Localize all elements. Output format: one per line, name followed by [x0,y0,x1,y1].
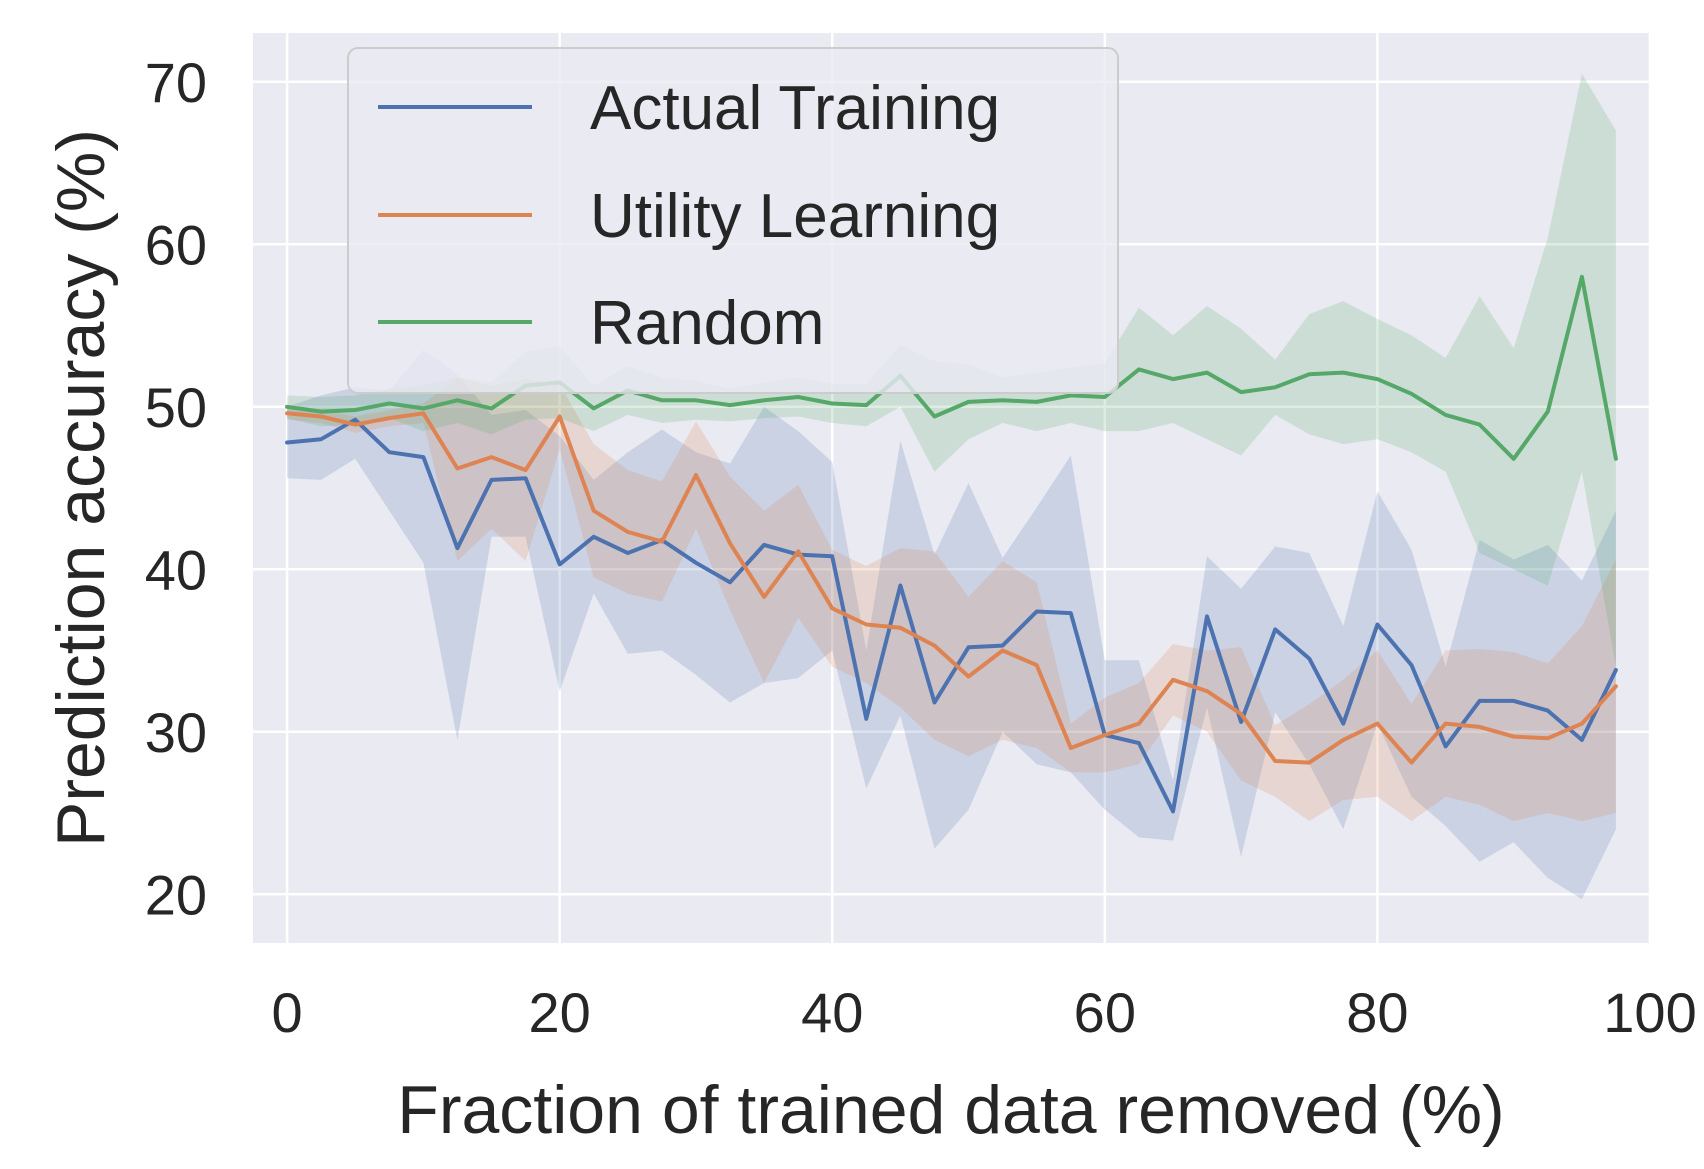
y-tick-label: 70 [145,51,207,114]
y-tick-label: 30 [145,701,207,764]
y-tick-label: 60 [145,213,207,276]
y-axis-label: Prediction accuracy (%) [43,129,119,847]
series-lines [285,274,1618,814]
x-tick-label: 100 [1603,981,1696,1044]
x-tick-labels: 0 20 40 60 80 100 [271,981,1696,1044]
series-line-utility-learning [285,411,1618,765]
band-actual-training [287,349,1616,900]
band-utility-learning [287,377,1616,822]
y-tick-label: 40 [145,538,207,601]
legend-box [347,47,1119,394]
x-tick-label: 0 [271,981,302,1044]
y-tick-label: 20 [145,863,207,926]
x-tick-label: 40 [801,981,863,1044]
series-line-random [285,274,1618,461]
x-tick-label: 80 [1346,981,1408,1044]
y-tick-label: 50 [145,376,207,439]
series-line-actual-training [285,417,1618,814]
y-tick-labels: 20 30 40 50 60 70 [145,51,207,927]
x-tick-label: 60 [1074,981,1136,1044]
legend-label-utility-learning: Utility Learning [590,182,1000,251]
legend-label-random: Random [590,289,824,358]
x-axis-label: Fraction of trained data removed (%) [397,1072,1504,1148]
legend-label-actual-training: Actual Training [590,74,1000,143]
x-tick-label: 20 [529,981,591,1044]
legend: Actual Training Utility Learning Random [347,47,1119,394]
